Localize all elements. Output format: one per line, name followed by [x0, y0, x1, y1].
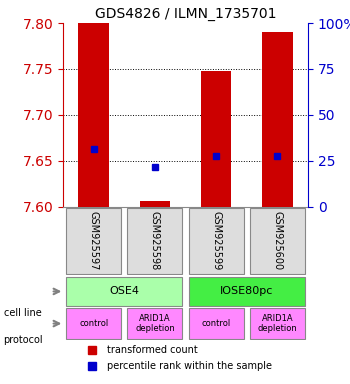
- Text: GSM925598: GSM925598: [150, 211, 160, 271]
- FancyBboxPatch shape: [66, 277, 182, 306]
- FancyBboxPatch shape: [189, 308, 244, 339]
- Text: GSM925600: GSM925600: [272, 212, 282, 271]
- Bar: [78, 23, 109, 207]
- Text: control: control: [202, 319, 231, 328]
- FancyBboxPatch shape: [66, 208, 121, 274]
- Text: OSE4: OSE4: [109, 286, 139, 296]
- Bar: [140, 201, 170, 207]
- Text: ARID1A
depletion: ARID1A depletion: [135, 314, 175, 333]
- Title: GDS4826 / ILMN_1735701: GDS4826 / ILMN_1735701: [95, 7, 276, 21]
- Text: protocol: protocol: [4, 335, 43, 345]
- Bar: [201, 71, 231, 207]
- Text: cell line: cell line: [4, 308, 41, 318]
- FancyBboxPatch shape: [250, 308, 305, 339]
- FancyBboxPatch shape: [189, 277, 305, 306]
- Text: IOSE80pc: IOSE80pc: [220, 286, 273, 296]
- Text: percentile rank within the sample: percentile rank within the sample: [107, 361, 272, 371]
- FancyBboxPatch shape: [66, 308, 121, 339]
- FancyBboxPatch shape: [189, 208, 244, 274]
- Text: ARID1A
depletion: ARID1A depletion: [258, 314, 297, 333]
- Text: control: control: [79, 319, 108, 328]
- Text: transformed count: transformed count: [107, 345, 198, 355]
- Text: GSM925599: GSM925599: [211, 211, 221, 271]
- Bar: [262, 32, 293, 207]
- FancyBboxPatch shape: [127, 208, 182, 274]
- FancyBboxPatch shape: [250, 208, 305, 274]
- FancyBboxPatch shape: [127, 308, 182, 339]
- Text: GSM925597: GSM925597: [89, 211, 99, 271]
